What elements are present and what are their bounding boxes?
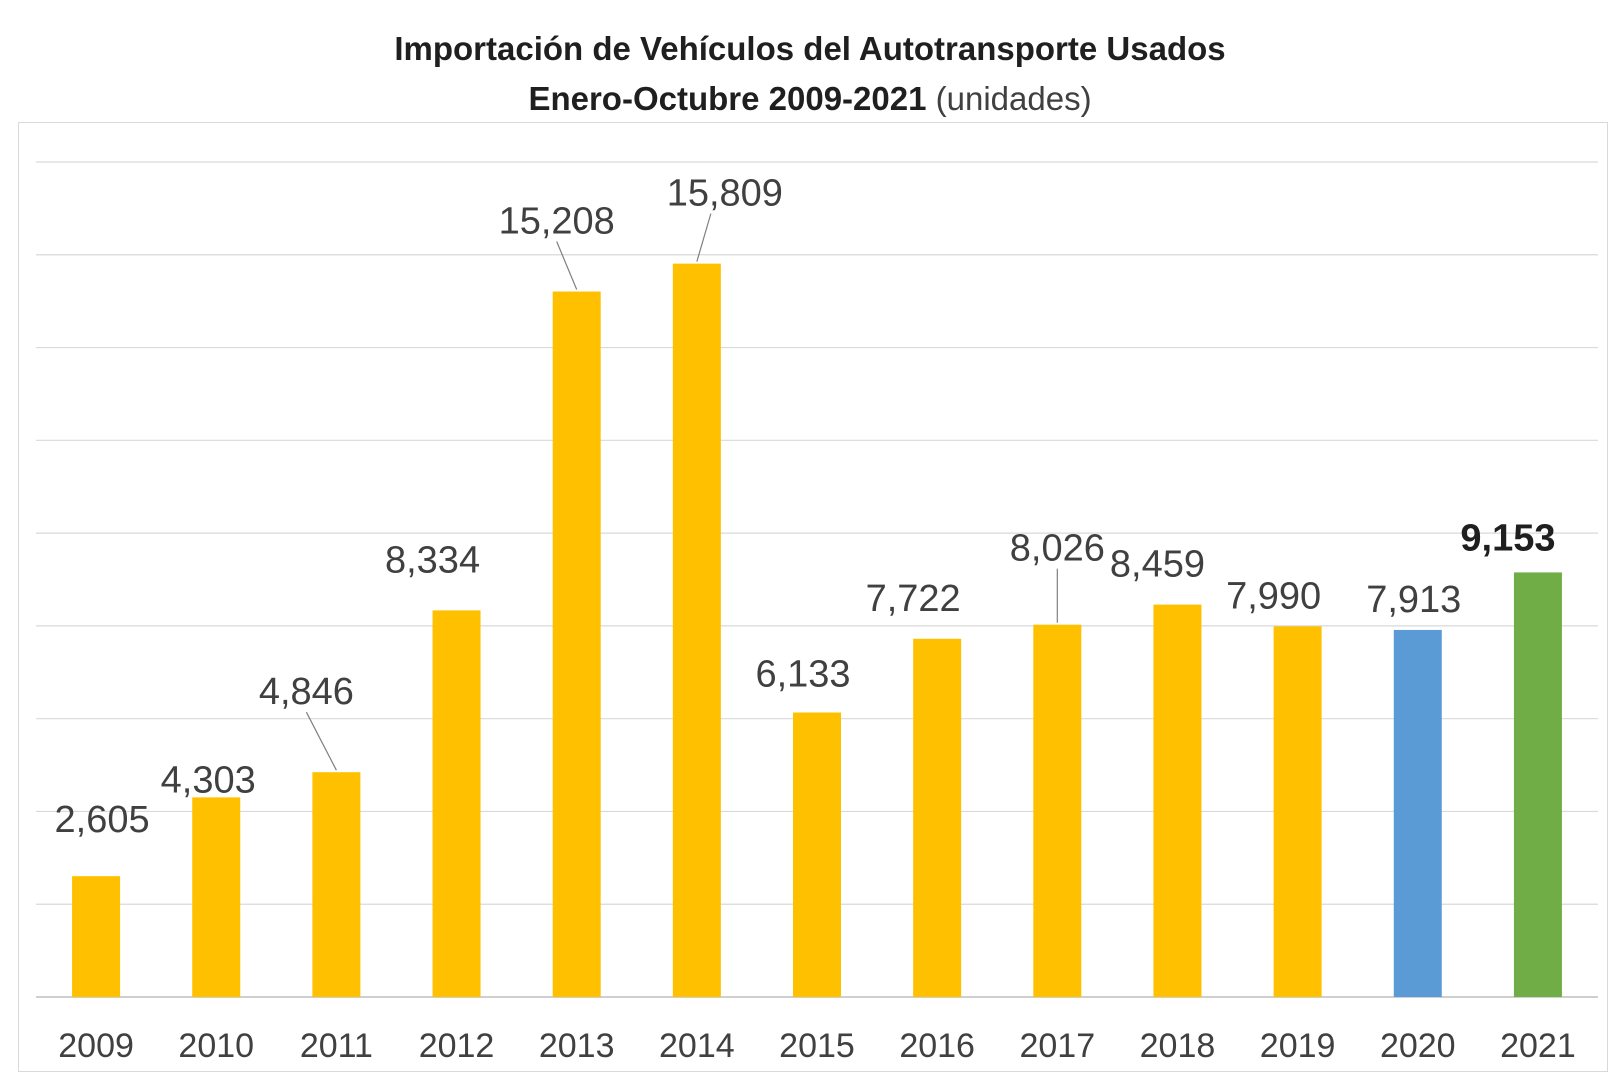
label-leader-lines [305,213,1058,771]
x-tick-2011: 2011 [300,1027,373,1065]
chart-title-line2: Enero-Octubre 2009-2021 (unidades) [0,74,1620,124]
data-label-2017: 8,026 [1010,528,1105,570]
x-tick-2019: 2019 [1260,1027,1336,1065]
bar-2016 [913,638,962,997]
data-label-2013: 15,208 [499,201,615,243]
x-tick-2020: 2020 [1380,1027,1456,1065]
x-tick-2021: 2021 [1500,1027,1576,1065]
bar-2014 [672,263,721,997]
chart-title-period: Enero-Octubre 2009-2021 [528,80,927,117]
bar-2018 [1153,604,1202,997]
bars [72,263,1562,997]
x-tick-2018: 2018 [1140,1027,1216,1065]
bar-2015 [793,712,841,997]
data-label-2009: 2,605 [55,799,150,841]
bar-2009 [72,876,121,997]
bar-2017 [1033,624,1082,997]
data-label-2012: 8,334 [385,539,480,581]
data-label-2020: 7,913 [1366,579,1461,621]
x-tick-2017: 2017 [1019,1027,1095,1065]
leader-line-2013 [556,241,578,290]
x-tick-2012: 2012 [419,1027,495,1065]
x-axis-ticks: 2009 2010 2011 2012 2013 2014 2015 2016 2017 2018… [58,1027,1575,1065]
data-label-2015: 6,133 [755,653,850,695]
data-label-2019: 7,990 [1226,575,1321,617]
x-tick-2013: 2013 [539,1027,615,1065]
x-tick-2009: 2009 [58,1027,134,1065]
bar-2011 [312,772,361,997]
x-tick-2015: 2015 [779,1027,855,1065]
bar-2021 [1513,572,1562,997]
data-label-2016: 7,722 [866,578,961,620]
bar-2012 [432,610,481,997]
x-tick-2010: 2010 [178,1027,254,1065]
data-label-2014: 15,809 [667,173,783,215]
data-label-2010: 4,303 [161,759,256,801]
x-tick-2014: 2014 [659,1027,735,1065]
bar-2019 [1273,626,1322,997]
x-tick-2016: 2016 [899,1027,975,1065]
data-label-2011: 4,846 [259,671,354,713]
chart-title-unit: (unidades) [935,80,1092,117]
data-labels: 2,605 4,303 4,846 8,334 15,208 15,809 6,133 7,7… [55,173,1556,842]
chart-title-line1: Importación de Vehículos del Autotranspo… [394,30,1226,67]
data-label-2021: 9,153 [1460,517,1555,559]
leader-line-2011 [305,711,337,771]
bar-2020 [1393,629,1442,997]
chart-title: Importación de Vehículos del Autotranspo… [0,24,1620,124]
leader-line-2014 [696,213,712,262]
bar-2013 [552,291,601,997]
data-label-2018: 8,459 [1110,544,1205,586]
bar-2010 [192,797,241,997]
